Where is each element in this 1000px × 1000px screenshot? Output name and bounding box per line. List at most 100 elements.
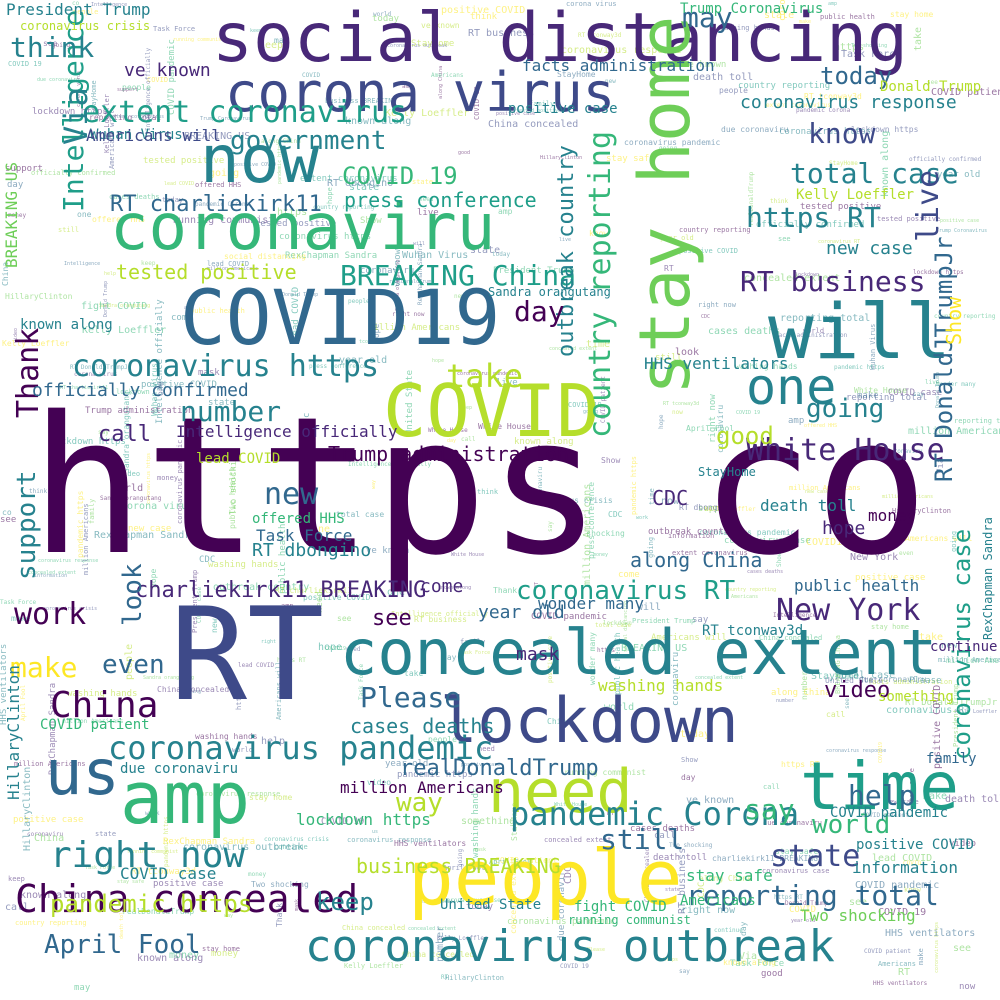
word-may: may (682, 1, 733, 34)
word-coronavirus-pandemic: coronavirus pandemic (108, 729, 494, 767)
filler-word: White House (854, 386, 907, 395)
word-rexchapman-sandra: RexChapman Sandra (981, 517, 995, 640)
filler-word: tested positive (800, 202, 882, 212)
word-still: still (600, 823, 685, 856)
filler-word: say (679, 968, 690, 975)
filler-word: concealed extent (544, 836, 612, 844)
filler-word: COVID (903, 860, 922, 867)
filler-word: COVID pandemic (855, 880, 940, 891)
filler-word: still (655, 353, 683, 363)
filler-word: call (763, 783, 780, 791)
word-work: work (14, 597, 87, 632)
filler-word: state (412, 178, 434, 186)
filler-word: world (803, 327, 825, 335)
word-know: know (808, 117, 876, 150)
filler-word: social distancing (224, 252, 306, 261)
word-covid-patient: COVID patient (40, 717, 150, 733)
filler-word: ve known (421, 21, 460, 30)
filler-word: million Americans (908, 426, 1000, 437)
filler-word: total case (336, 510, 385, 519)
filler-word: today (372, 14, 400, 24)
filler-word: business BREAKING (325, 97, 397, 105)
filler-word: White House (478, 422, 531, 431)
filler-word: concealed extent (549, 346, 598, 352)
word-even: even (102, 650, 165, 680)
filler-word: coronavirus outbreak (183, 842, 304, 853)
filler-word: think (477, 488, 499, 496)
filler-word: make (923, 791, 948, 802)
word-wuhan-virus: Wuhan Virus (90, 127, 183, 143)
word-rt-charliekirk11: RT charliekirk11 (110, 192, 322, 217)
filler-word: positive case (461, 762, 501, 768)
filler-word: CDC (199, 555, 216, 565)
filler-word: say (98, 429, 109, 436)
filler-word: think (29, 488, 48, 495)
filler-word: year old (339, 355, 388, 366)
filler-word: COVID (302, 72, 321, 79)
word-rt-dbongino: RT dbongino (252, 540, 372, 561)
word-kelly-loeffler: Kelly Loeffler (796, 187, 915, 203)
word-something: something (878, 689, 954, 705)
filler-word: state (665, 887, 681, 893)
filler-word: concealed extent (744, 273, 841, 284)
filler-word: President Trump (493, 266, 575, 276)
filler-word: million Americans (882, 494, 934, 500)
filler-word: Kelly Loeffler (705, 506, 756, 513)
filler-word: see (927, 79, 938, 86)
filler-word: continue (714, 927, 743, 934)
word-support: support (12, 470, 42, 580)
word-show: Show (942, 296, 966, 345)
filler-word: Trump Coronavirus (936, 228, 988, 234)
filler-word: information (668, 532, 715, 540)
filler-word: state (95, 830, 117, 838)
word-due-coronaviru: due coronaviru (120, 761, 239, 777)
word-will: will (768, 287, 952, 376)
filler-word: Task Force (0, 599, 37, 606)
filler-word: positive case (13, 815, 84, 825)
word-family: family (926, 751, 977, 767)
filler-word: BREAKING US (184, 131, 251, 142)
filler-word: information (34, 573, 68, 579)
filler-word: amp (184, 305, 194, 311)
filler-word: https RT (277, 657, 306, 664)
word-continue: continue (930, 639, 998, 655)
filler-word: right now (392, 311, 425, 318)
filler-word: RT charliekirk11 (275, 586, 353, 595)
filler-word: tested positive (417, 899, 463, 905)
filler-word: extent coronavirus (766, 102, 832, 109)
word-public-health: public health (794, 576, 920, 595)
filler-word: wonder many (936, 381, 976, 388)
word-social-distancing: social distancing (212, 0, 908, 78)
word-officially-confirmed: officially confirmed (32, 380, 249, 401)
filler-word: HillaryClinton (892, 507, 952, 515)
word-stay-safe: stay safe (686, 866, 773, 885)
filler-word: video (119, 470, 141, 478)
filler-word: lockdown (603, 620, 632, 627)
filler-word: one (77, 210, 92, 219)
filler-word: look (675, 347, 700, 358)
word-china: China (50, 685, 159, 726)
filler-word: Intelligence (91, 2, 128, 8)
filler-word: live (417, 208, 439, 218)
filler-word: China concealed (488, 119, 579, 130)
filler-word: money (211, 949, 239, 959)
filler-word: see (778, 235, 791, 243)
filler-word: going (583, 409, 599, 415)
filler-word: death toll (653, 853, 708, 863)
filler-word: positive case (940, 218, 980, 224)
word-million-americans: million Americans (340, 778, 504, 797)
filler-word: right now (681, 905, 736, 916)
filler-word: live (496, 378, 518, 388)
filler-word: COVID case (888, 388, 943, 398)
filler-word: know (904, 886, 921, 894)
filler-word: stay safe (775, 847, 819, 856)
word-money: money (868, 506, 917, 525)
filler-word: RT tconway3d (663, 401, 700, 407)
filler-word: running communist (172, 215, 275, 226)
word-task-force: Task Force (256, 526, 353, 545)
filler-word: known along (20, 890, 87, 901)
filler-word: due coronaviru (721, 125, 789, 134)
filler-word: Sandra orangutang (100, 495, 162, 502)
filler-word: million Americans (946, 656, 1000, 665)
filler-word: Kelly Loeffler (344, 962, 404, 970)
